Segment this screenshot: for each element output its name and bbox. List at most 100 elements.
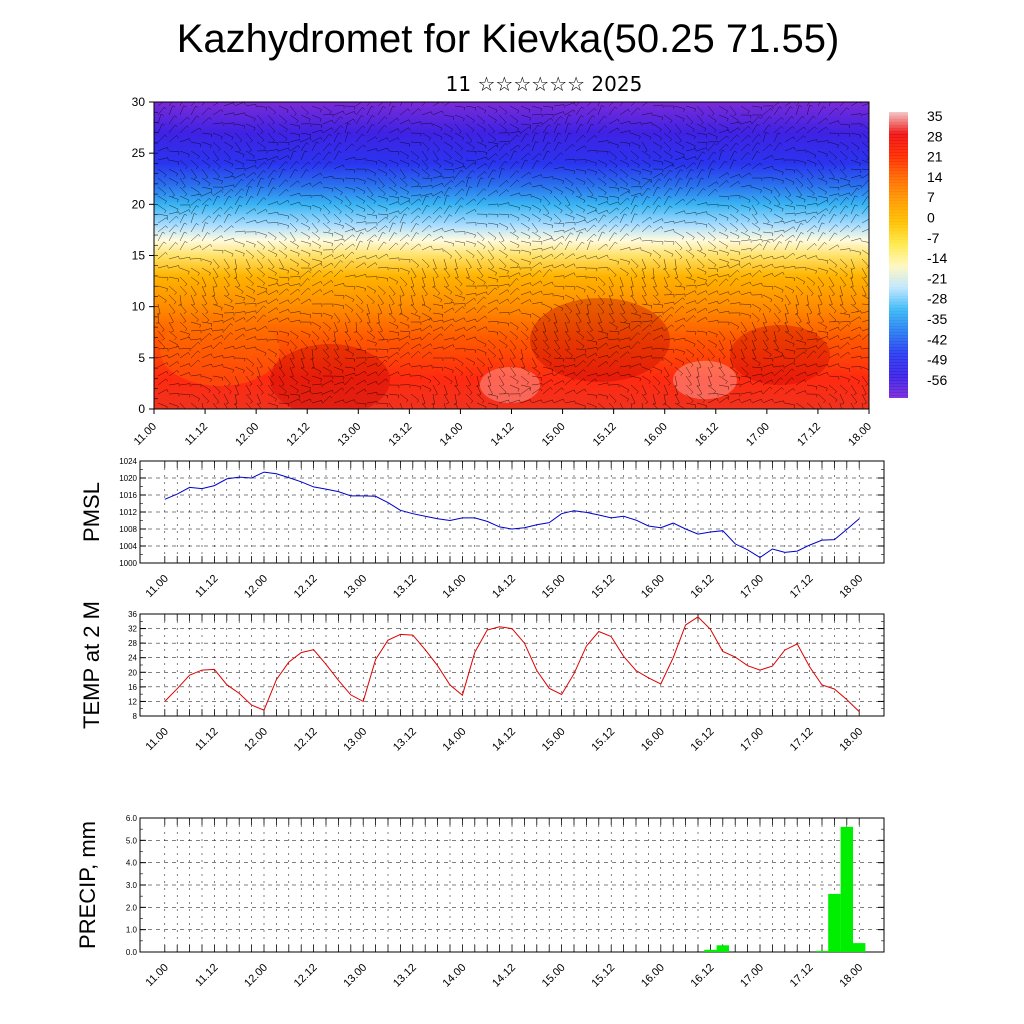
wind-barb-flag — [861, 413, 864, 414]
wind-barb-flag — [221, 235, 224, 239]
wind-barb — [245, 315, 255, 323]
wind-barb — [443, 393, 450, 403]
wind-barb — [553, 132, 559, 143]
wind-barb — [355, 330, 363, 339]
wind-barb-flag — [439, 215, 442, 218]
wind-barb — [201, 276, 207, 287]
wind-barb-flag — [437, 383, 441, 386]
wind-barb-flag — [285, 161, 288, 164]
wind-barb-flag — [493, 139, 496, 142]
wind-barb-flag — [547, 203, 551, 206]
wind-barb-flag — [199, 245, 202, 249]
wind-barb — [498, 240, 507, 249]
wind-barb — [168, 177, 178, 183]
wind-barb — [619, 393, 629, 400]
wind-barb — [201, 132, 212, 135]
wind-barb-flag — [375, 136, 378, 140]
wind-barb — [289, 384, 299, 391]
wind-barb-flag — [250, 196, 254, 199]
wind-barb-flag — [298, 398, 301, 402]
wind-barb — [234, 249, 245, 254]
wind-barb — [168, 294, 177, 303]
wind-barb — [608, 207, 618, 215]
wind-barb — [355, 144, 365, 152]
wind-barb — [300, 161, 309, 170]
wind-barb — [311, 400, 322, 404]
wind-barb — [608, 338, 619, 341]
wind-barb-flag — [483, 197, 487, 201]
wind-barb — [410, 232, 417, 242]
wind-barb-flag — [560, 152, 564, 155]
wind-barb-flag — [407, 207, 410, 210]
wind-barb-flag — [640, 193, 642, 197]
wind-barb — [674, 164, 685, 170]
wind-barb-flag — [463, 317, 466, 321]
wind-barb — [498, 289, 508, 296]
wind-barb-flag — [688, 384, 692, 387]
wind-barb-flag — [594, 108, 597, 111]
wind-barb-flag — [541, 399, 543, 403]
wind-barb — [256, 240, 266, 248]
wind-barb-flag — [273, 112, 276, 115]
wind-barb — [487, 144, 497, 152]
wind-barb-flag — [198, 234, 201, 237]
wind-barb — [630, 402, 633, 409]
wind-barb-flag — [393, 184, 397, 188]
wind-barb — [630, 177, 641, 183]
wind-barb-flag — [352, 234, 355, 238]
wind-barb-flag — [558, 355, 562, 359]
wind-barb — [553, 104, 564, 107]
wind-barb-flag — [512, 231, 516, 234]
wind-barb — [421, 159, 429, 169]
wind-barb-flag — [287, 155, 290, 159]
wind-barb — [322, 395, 331, 404]
wind-barb — [564, 400, 575, 404]
wind-barb — [377, 285, 386, 293]
wind-barb — [388, 312, 396, 321]
wind-barb — [597, 354, 608, 359]
wind-barb — [509, 231, 519, 238]
wind-barb — [399, 276, 408, 285]
wind-barb-flag — [673, 229, 675, 233]
wind-barb-flag — [296, 390, 299, 393]
wind-barb-flag — [494, 120, 497, 123]
wind-barb-flag — [408, 119, 411, 123]
wind-barb-flag — [557, 347, 561, 351]
wind-barb-flag — [561, 252, 565, 256]
wind-barb-flag — [287, 216, 290, 220]
wind-barb — [300, 348, 305, 359]
wind-barb — [498, 321, 509, 324]
wind-barb — [355, 285, 366, 289]
wind-barb — [201, 177, 211, 184]
wind-barb — [498, 114, 507, 123]
wind-barb-flag — [233, 102, 235, 106]
wind-barb-flag — [593, 224, 597, 228]
wind-barb — [399, 342, 408, 350]
wind-barb-flag — [475, 336, 477, 340]
wind-barb-flag — [442, 175, 444, 179]
wind-barb-flag — [197, 409, 199, 411]
wind-barb-flag — [189, 138, 191, 142]
wind-barb — [322, 151, 330, 161]
wind-barb — [311, 204, 322, 209]
wind-barb — [432, 402, 434, 409]
wind-barb — [443, 294, 453, 301]
wind-barb-flag — [593, 290, 596, 294]
wind-barb-flag — [530, 291, 532, 295]
wind-barb-flag — [501, 240, 505, 243]
wind-barb-flag — [607, 336, 609, 340]
wind-barb-flag — [469, 140, 473, 143]
wind-barb-flag — [540, 108, 542, 112]
wind-barb — [476, 188, 484, 197]
colorbar-label: 28 — [927, 128, 943, 144]
wind-barb — [476, 393, 485, 402]
wind-barb — [179, 285, 187, 294]
wind-barb — [289, 330, 299, 337]
wind-barb — [476, 305, 484, 314]
wind-barb — [410, 150, 419, 158]
wind-barb-flag — [528, 109, 531, 113]
wind-barb — [322, 222, 331, 230]
wind-barb-flag — [396, 281, 399, 285]
wind-barb-flag — [557, 123, 561, 126]
wind-barb — [256, 276, 265, 284]
